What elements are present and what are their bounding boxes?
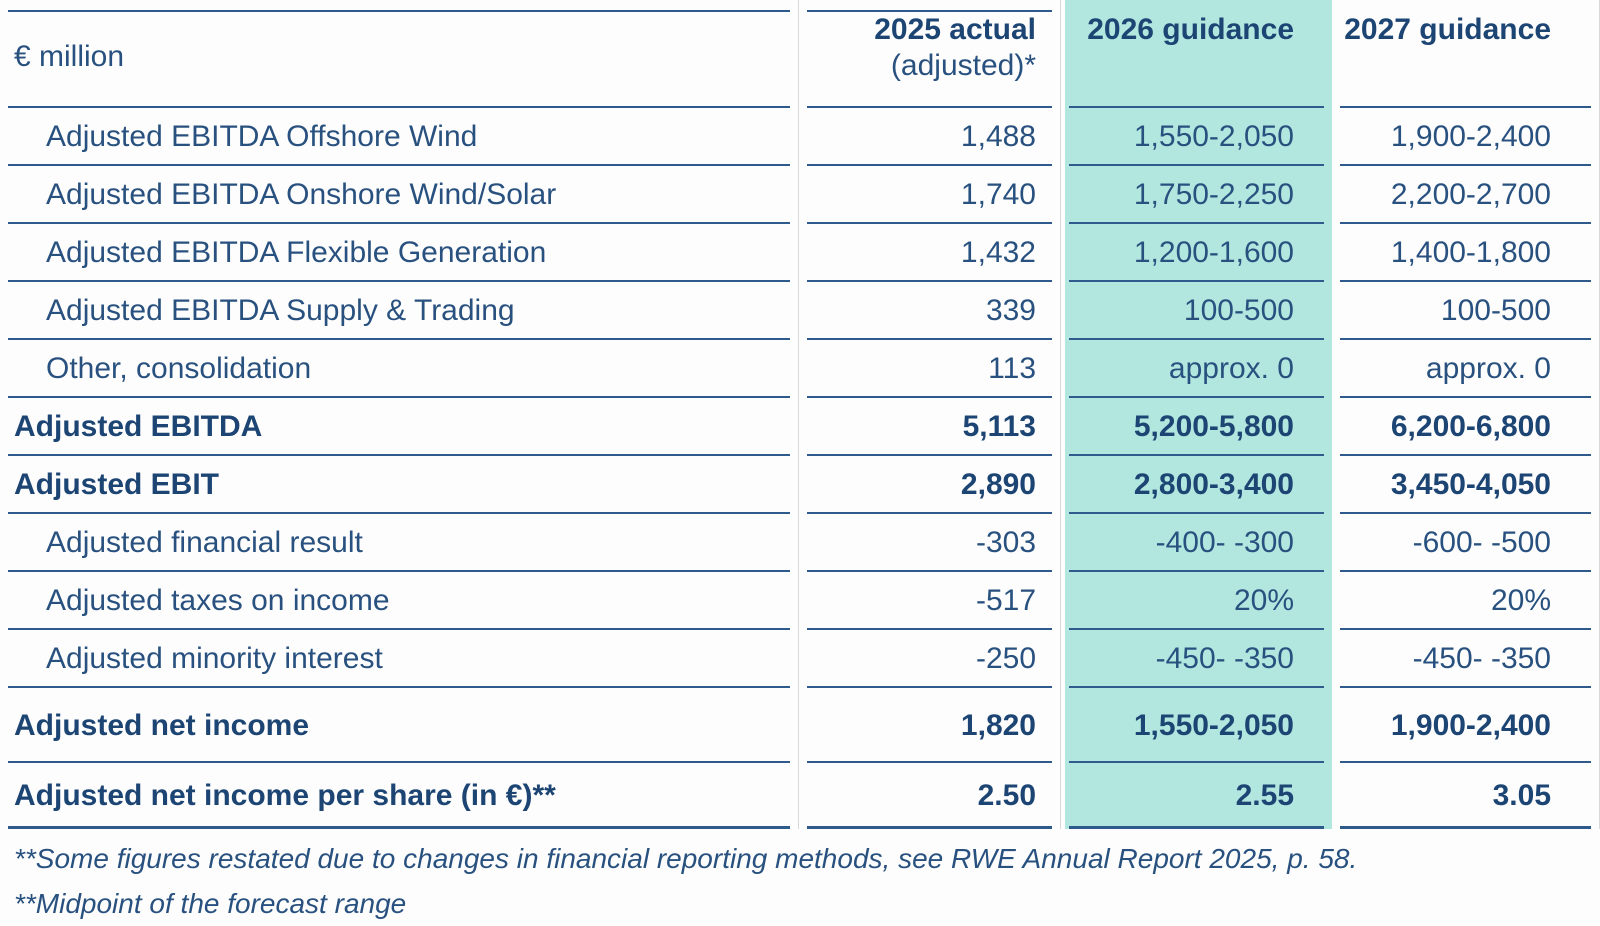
table-row: Adjusted EBITDA Onshore Wind/Solar 1,740 1… <box>0 166 1600 224</box>
cell-value: 1,200-1,600 <box>1060 224 1332 282</box>
cell-value: 1,820 <box>798 688 1060 763</box>
cell-value: 2.55 <box>1060 763 1332 829</box>
cell-value: 2.50 <box>798 763 1060 829</box>
table-row: Adjusted financial result -303 -400- -300-… <box>0 514 1600 572</box>
guidance-table: € million 2025 actual (adjusted)* 2026 g… <box>0 0 1600 829</box>
table-row: Adjusted taxes on income -517 20% 20% <box>0 572 1600 630</box>
row-label: Adjusted EBITDA Onshore Wind/Solar <box>0 166 798 224</box>
cell-value: -303 <box>798 514 1060 572</box>
cell-value: 1,550-2,050 <box>1060 688 1332 763</box>
cell-value: 1,432 <box>798 224 1060 282</box>
cell-value: 20% <box>1060 572 1332 630</box>
cell-value: 5,200-5,800 <box>1060 398 1332 456</box>
cell-value: 3.05 <box>1332 763 1600 829</box>
column-header-title: 2026 guidance <box>1087 13 1294 46</box>
cell-value: -400- -300 <box>1060 514 1332 572</box>
cell-value: 1,550-2,050 <box>1060 108 1332 166</box>
table-header: € million 2025 actual (adjusted)* 2026 g… <box>0 0 1600 108</box>
row-label: Adjusted net income <box>0 688 798 763</box>
cell-value: 2,200-2,700 <box>1332 166 1600 224</box>
footnotes: **Some figures restated due to changes i… <box>0 829 1600 926</box>
table-body: Adjusted EBITDA Offshore Wind 1,488 1,550-… <box>0 108 1600 829</box>
table-row: Adjusted EBIT 2,890 2,800-3,400 3,450-4,050 <box>0 456 1600 514</box>
cell-value: 2,890 <box>798 456 1060 514</box>
row-label: Adjusted minority interest <box>0 630 798 688</box>
cell-value: approx. 0 <box>1060 340 1332 398</box>
table-row: Adjusted EBITDA Flexible Generation 1,432… <box>0 224 1600 282</box>
cell-value: 1,400-1,800 <box>1332 224 1600 282</box>
table-row: Adjusted net income 1,820 1,550-2,050 1,900… <box>0 688 1600 763</box>
cell-value: 5,113 <box>798 398 1060 456</box>
column-header-subtitle: (adjusted)* <box>890 49 1036 82</box>
cell-value: -600- -500 <box>1332 514 1600 572</box>
row-label: Adjusted net income per share (in €)** <box>0 763 798 829</box>
cell-value: 1,900-2,400 <box>1332 688 1600 763</box>
cell-value: 100-500 <box>1332 282 1600 340</box>
row-label: Adjusted EBITDA Supply & Trading <box>0 282 798 340</box>
cell-value: 1,488 <box>798 108 1060 166</box>
cell-value: -250 <box>798 630 1060 688</box>
table-row: Adjusted EBITDA 5,113 5,200-5,800 6,200-6,8… <box>0 398 1600 456</box>
column-header-2025-actual: 2025 actual (adjusted)* <box>798 0 1060 108</box>
cell-value: 3,450-4,050 <box>1332 456 1600 514</box>
cell-value: 100-500 <box>1060 282 1332 340</box>
table-row: Adjusted EBITDA Offshore Wind 1,488 1,550-… <box>0 108 1600 166</box>
cell-value: 113 <box>798 340 1060 398</box>
cell-value: 1,900-2,400 <box>1332 108 1600 166</box>
footnote-restated-figures: **Some figures restated due to changes i… <box>14 843 1358 874</box>
cell-value: 2,800-3,400 <box>1060 456 1332 514</box>
cell-value: 1,750-2,250 <box>1060 166 1332 224</box>
unit-label: € million <box>0 0 798 108</box>
table-row: Adjusted net income per share (in €)** 2.… <box>0 763 1600 829</box>
row-label: Adjusted EBITDA Offshore Wind <box>0 108 798 166</box>
cell-value: 1,740 <box>798 166 1060 224</box>
footnote-midpoint: **Midpoint of the forecast range <box>14 888 407 919</box>
cell-value: 20% <box>1332 572 1600 630</box>
row-label: Adjusted EBITDA Flexible Generation <box>0 224 798 282</box>
row-label: Adjusted EBIT <box>0 456 798 514</box>
table-row: Other, consolidation 113 approx. 0 approx. … <box>0 340 1600 398</box>
cell-value: 339 <box>798 282 1060 340</box>
row-label: Adjusted financial result <box>0 514 798 572</box>
table-row: Adjusted EBITDA Supply & Trading 339 100-5… <box>0 282 1600 340</box>
column-header-2026-guidance: 2026 guidance <box>1060 0 1332 108</box>
row-label: Adjusted EBITDA <box>0 398 798 456</box>
column-header-title: 2025 actual <box>874 13 1036 46</box>
cell-value: -450- -350 <box>1332 630 1600 688</box>
cell-value: approx. 0 <box>1332 340 1600 398</box>
cell-value: 6,200-6,800 <box>1332 398 1600 456</box>
row-label: Adjusted taxes on income <box>0 572 798 630</box>
cell-value: -450- -350 <box>1060 630 1332 688</box>
column-header-title: 2027 guidance <box>1344 13 1551 46</box>
header-row: € million 2025 actual (adjusted)* 2026 g… <box>0 0 1600 108</box>
cell-value: -517 <box>798 572 1060 630</box>
table-row: Adjusted minority interest -250 -450- -350… <box>0 630 1600 688</box>
row-label: Other, consolidation <box>0 340 798 398</box>
column-header-2027-guidance: 2027 guidance <box>1332 0 1600 108</box>
